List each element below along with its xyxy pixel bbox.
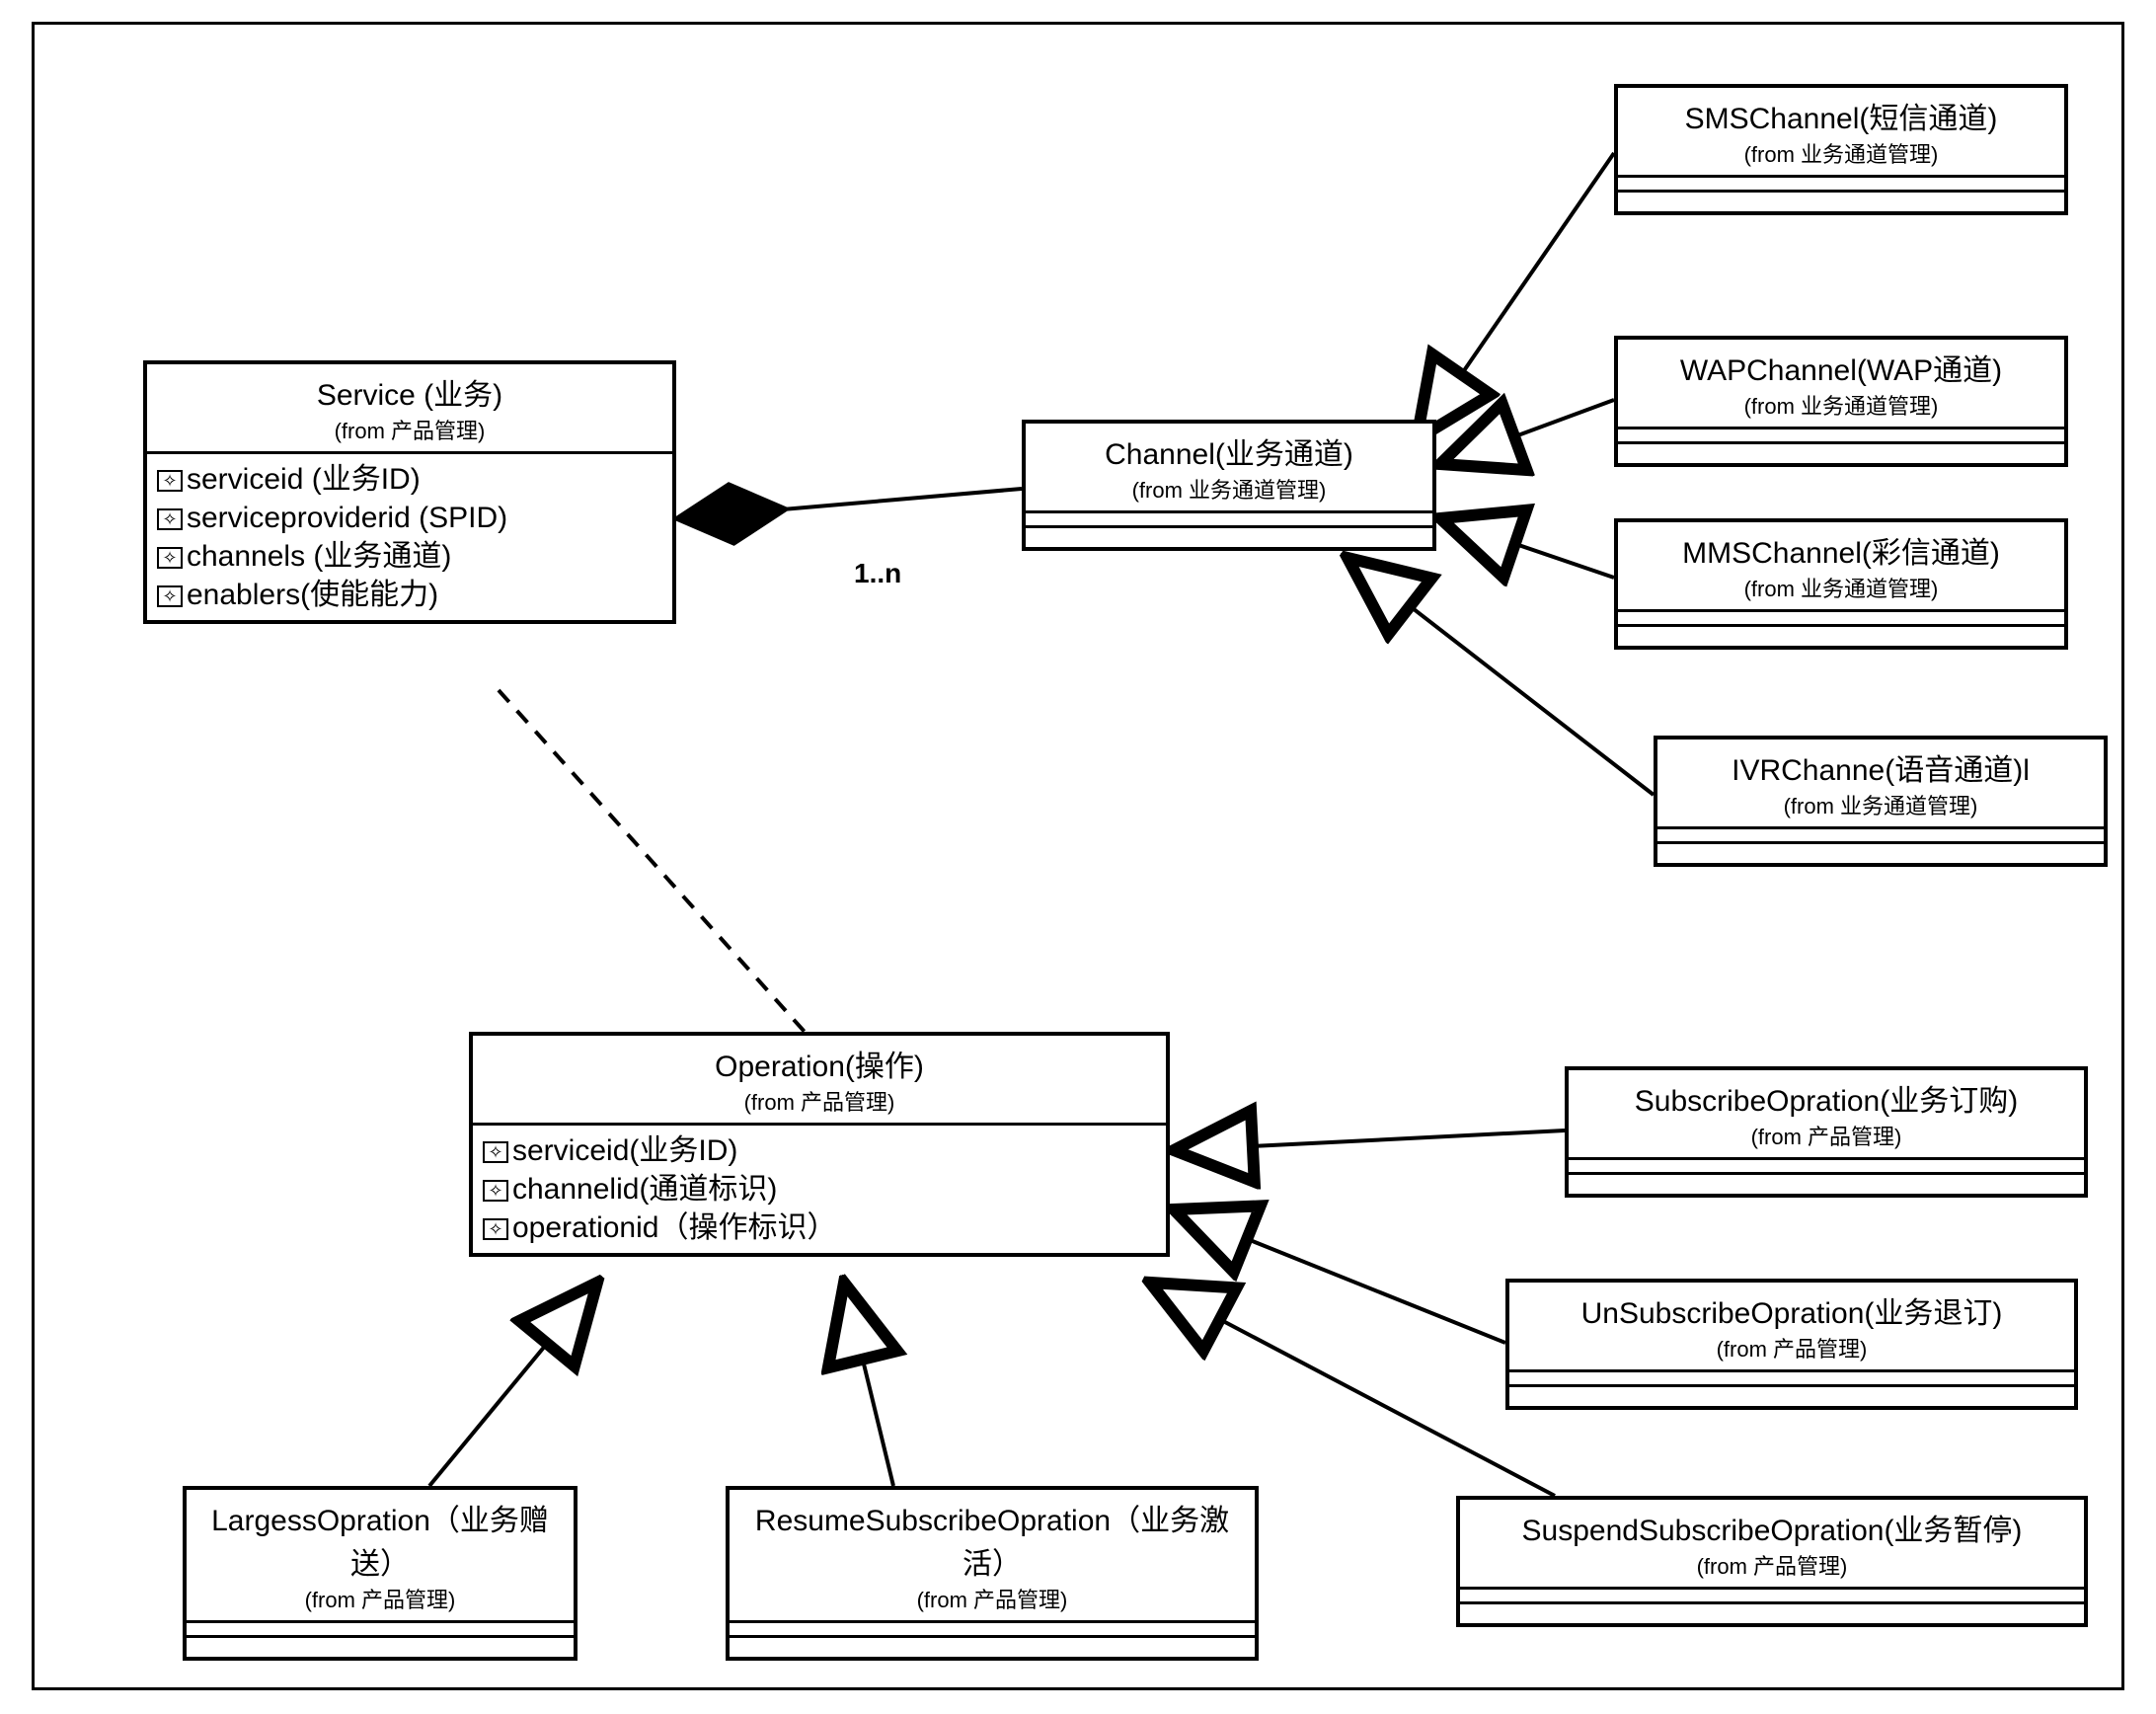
class-from: (from 产品管理) [194,1583,566,1614]
class-ivr: IVRChanne(语音通道)l (from 业务通道管理) [1654,736,2108,867]
class-wap: WAPChannel(WAP通道) (from 业务通道管理) [1614,336,2068,467]
class-title: WAPChannel(WAP通道) [1626,346,2056,389]
attr-row: ✧serviceid(业务ID) [483,1131,1156,1170]
attr-row: ✧channelid(通道标识) [483,1170,1156,1208]
class-title: SubscribeOpration(业务订购) [1577,1076,2076,1120]
class-title: LargessOpration（业务赠送） [194,1496,566,1583]
visibility-icon: ✧ [157,585,183,607]
class-from: (from 产品管理) [1468,1549,2076,1581]
class-title: SMSChannel(短信通道) [1626,94,2056,137]
attr-row: ✧operationid（操作标识） [483,1208,1156,1247]
class-from: (from 产品管理) [1577,1120,2076,1151]
class-title: MMSChannel(彩信通道) [1626,528,2056,572]
class-title: Service (业务) [155,370,664,414]
class-title: UnSubscribeOpration(业务退订) [1517,1288,2066,1332]
class-from: (from 业务通道管理) [1665,789,2096,820]
attr-row: ✧serviceproviderid (SPID) [157,499,662,537]
class-from: (from 业务通道管理) [1626,137,2056,169]
visibility-icon: ✧ [483,1218,508,1240]
class-title: ResumeSubscribeOpration（业务激活） [737,1496,1247,1583]
class-title: IVRChanne(语音通道)l [1665,745,2096,789]
visibility-icon: ✧ [157,547,183,569]
class-largess: LargessOpration（业务赠送） (from 产品管理) [183,1486,578,1661]
class-service: Service (业务) (from 产品管理) ✧serviceid (业务I… [143,360,676,624]
attr-row: ✧channels (业务通道) [157,537,662,576]
class-resume: ResumeSubscribeOpration（业务激活） (from 产品管理… [726,1486,1259,1661]
class-from: (from 产品管理) [1517,1332,2066,1363]
class-title: Channel(业务通道) [1034,429,1424,473]
attr-row: ✧enablers(使能能力) [157,576,662,614]
class-from: (from 产品管理) [737,1583,1247,1614]
class-subscribe: SubscribeOpration(业务订购) (from 产品管理) [1565,1066,2088,1198]
class-from: (from 产品管理) [155,414,664,445]
class-operation: Operation(操作) (from 产品管理) ✧serviceid(业务I… [469,1032,1170,1257]
class-from: (from 业务通道管理) [1626,389,2056,421]
attr-row: ✧serviceid (业务ID) [157,460,662,499]
visibility-icon: ✧ [157,470,183,492]
class-suspend: SuspendSubscribeOpration(业务暂停) (from 产品管… [1456,1496,2088,1627]
visibility-icon: ✧ [483,1180,508,1202]
visibility-icon: ✧ [157,508,183,530]
class-sms: SMSChannel(短信通道) (from 业务通道管理) [1614,84,2068,215]
class-from: (from 业务通道管理) [1034,473,1424,505]
class-title: Operation(操作) [481,1042,1158,1085]
class-channel: Channel(业务通道) (from 业务通道管理) [1022,420,1436,551]
class-title: SuspendSubscribeOpration(业务暂停) [1468,1506,2076,1549]
diagram-container: 1..n Service (业务) (from 产品管理) ✧serviceid… [32,22,2124,1690]
multiplicity-label: 1..n [854,558,901,589]
class-from: (from 产品管理) [481,1085,1158,1117]
class-from: (from 业务通道管理) [1626,572,2056,603]
class-unsubscribe: UnSubscribeOpration(业务退订) (from 产品管理) [1505,1279,2078,1410]
class-mms: MMSChannel(彩信通道) (from 业务通道管理) [1614,518,2068,650]
visibility-icon: ✧ [483,1141,508,1163]
